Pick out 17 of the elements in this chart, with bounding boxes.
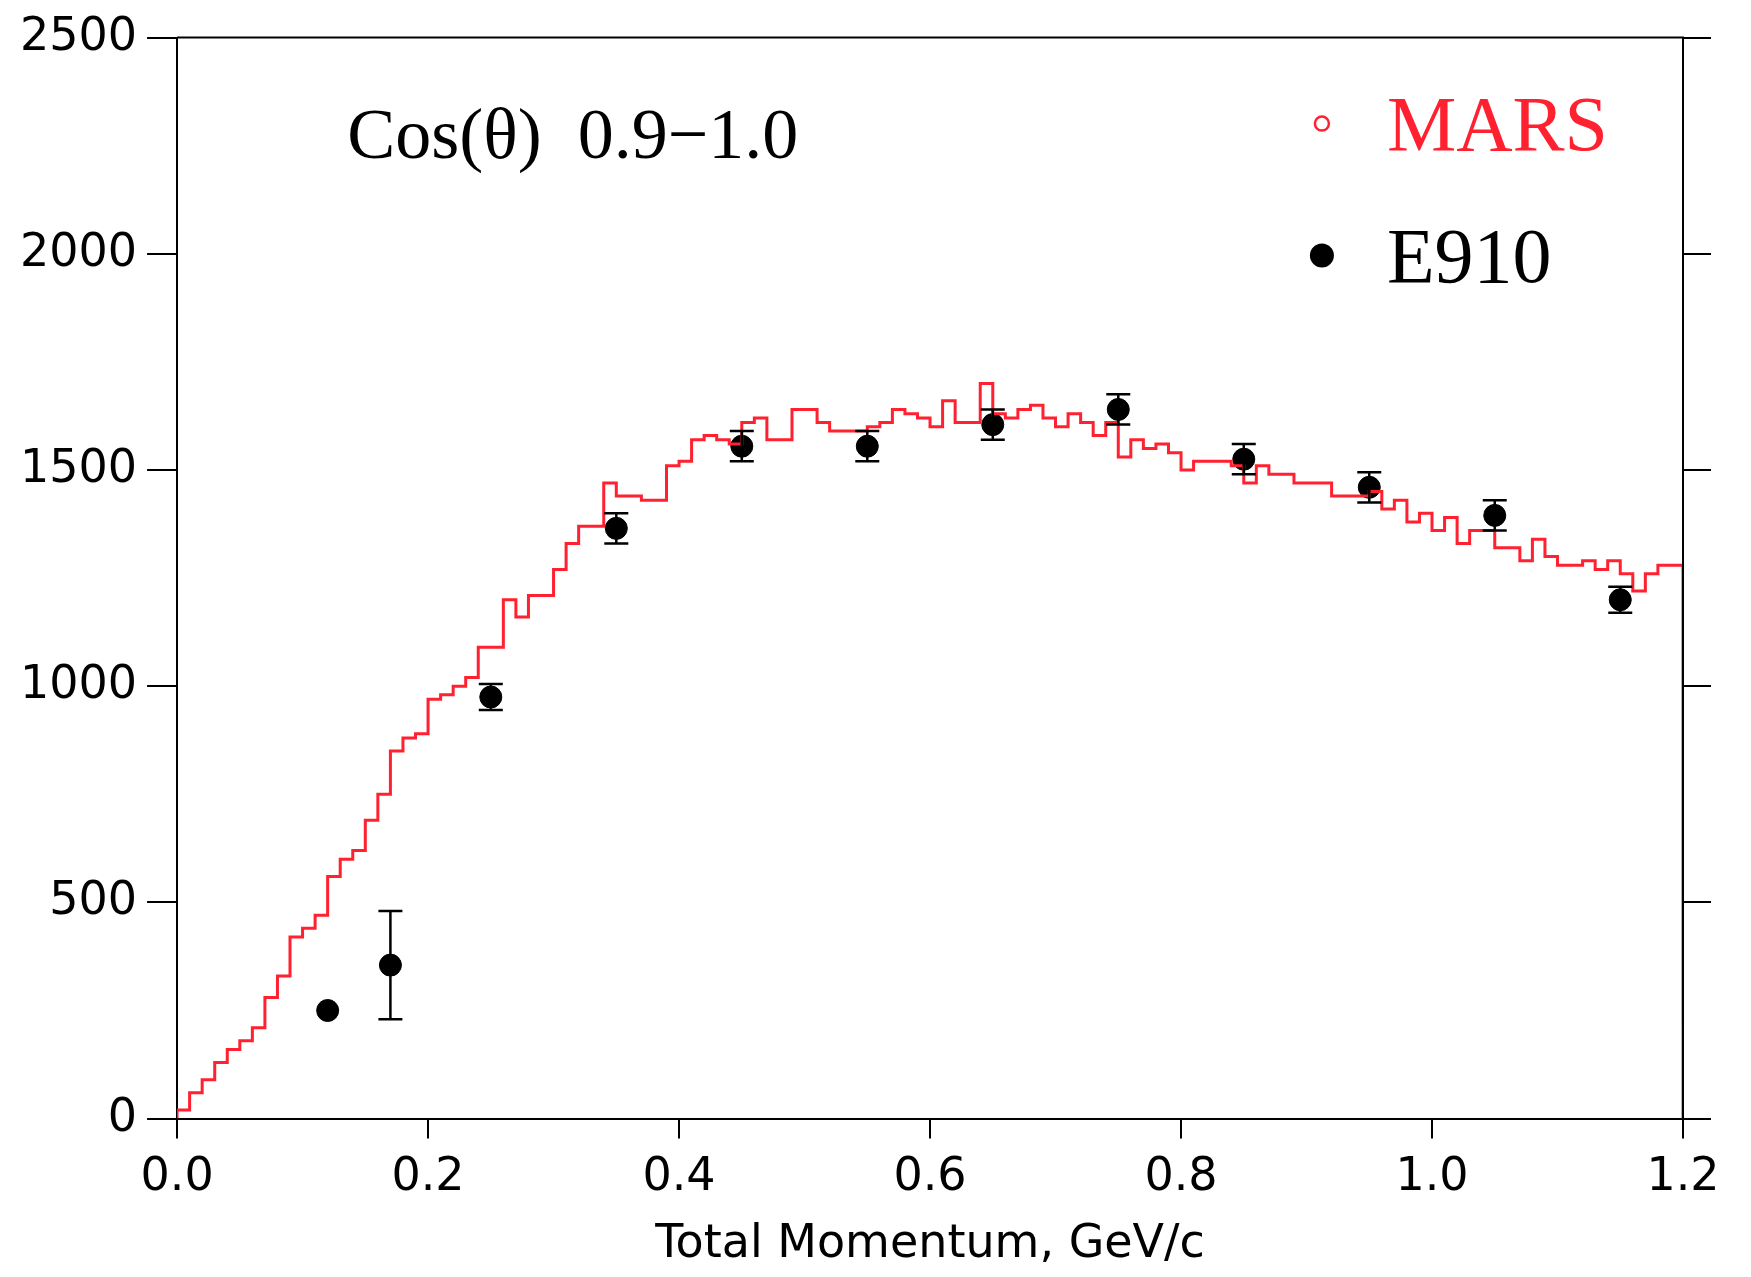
y-tick-label: 2000 — [19, 222, 138, 277]
x-tick-label: 1.0 — [1395, 1147, 1469, 1202]
x-axis-title: Total Momentum, GeV/c — [654, 1214, 1205, 1269]
y-tick-label: 1500 — [19, 438, 138, 493]
x-tick-label: 0.2 — [391, 1147, 465, 1202]
x-tick-label: 0.4 — [642, 1147, 716, 1202]
legend-label: MARS — [1386, 79, 1608, 167]
y-tick-label: 0 — [107, 1087, 138, 1142]
x-tick-label: 1.2 — [1646, 1147, 1720, 1202]
y-tick-label: 500 — [49, 871, 138, 926]
x-tick-label: 0.8 — [1144, 1147, 1218, 1202]
x-tick-label: 0.0 — [140, 1147, 214, 1202]
text: Cos(θ) 0.9−1.0 — [347, 93, 799, 174]
legend-label: E910 — [1386, 211, 1552, 299]
x-tick-label: 0.6 — [893, 1147, 967, 1202]
y-tick-label: 1000 — [19, 655, 138, 710]
y-tick-label: 2500 — [19, 6, 138, 61]
